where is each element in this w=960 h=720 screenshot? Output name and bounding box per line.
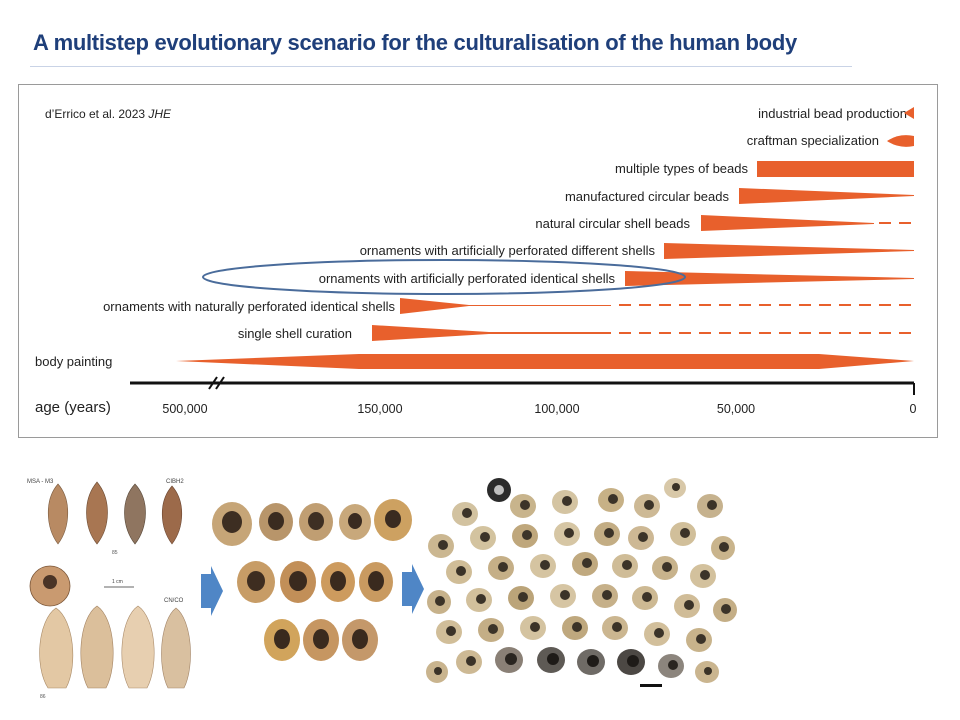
photo-label-msa: MSA - M3 bbox=[27, 479, 54, 485]
conus-shell-row-bottom bbox=[39, 605, 191, 689]
bar-craftman-specialization bbox=[887, 135, 914, 147]
row-label-naturally-perforated-identical-shells: ornaments with naturally perforated iden… bbox=[103, 299, 395, 314]
highlight-oval bbox=[202, 259, 686, 295]
photo-label-85: 85 bbox=[112, 550, 118, 556]
page-title: A multistep evolutionary scenario for th… bbox=[33, 30, 797, 55]
row-label-body-painting: body painting bbox=[35, 354, 112, 369]
bar-body-painting bbox=[176, 354, 914, 369]
row-label-single-shell-curation: single shell curation bbox=[238, 326, 352, 341]
scale-bar bbox=[640, 684, 662, 687]
photo-label-scale: 1 cm bbox=[112, 579, 123, 585]
axis-label: age (years) bbox=[35, 399, 111, 416]
shell-beads-collection-photo bbox=[425, 476, 740, 694]
shell-bead-cluster bbox=[426, 478, 737, 683]
bar-industrial-bead-production bbox=[904, 107, 914, 119]
title-underline bbox=[30, 66, 852, 67]
bar-manufactured-circular-beads bbox=[739, 188, 914, 204]
bar-multiple-types-of-beads bbox=[757, 161, 914, 177]
row-label-manufactured-circular-beads: manufactured circular beads bbox=[565, 189, 730, 204]
photo-label-cibh2: CIBH2 bbox=[166, 479, 184, 485]
bar-artificially-perforated-identical-shells bbox=[625, 271, 914, 286]
tick-50000: 50,000 bbox=[717, 402, 755, 416]
arrow-right-icon bbox=[201, 566, 223, 616]
citation: d’Errico et al. 2023 JHE bbox=[45, 107, 172, 121]
shell-row-3 bbox=[264, 619, 378, 661]
perforated-shells-grid bbox=[212, 499, 412, 661]
tick-500000: 500,000 bbox=[162, 402, 207, 416]
timeline-svg: d’Errico et al. 2023 JHE industrial bead… bbox=[35, 106, 917, 416]
bar-artificially-perforated-different-shells bbox=[664, 243, 914, 259]
perforated-shells-photo bbox=[210, 492, 420, 674]
timeline-diagram: d’Errico et al. 2023 JHE industrial bead… bbox=[18, 84, 938, 438]
bar-naturally-perforated-identical-shells bbox=[400, 298, 611, 314]
row-label-artificially-perforated-different-shells: ornaments with artificially perforated d… bbox=[360, 243, 656, 258]
bar-single-shell-curation bbox=[372, 325, 611, 341]
shell-beads-collection bbox=[426, 478, 737, 687]
conus-apex-hole bbox=[43, 575, 57, 589]
arrow-right-icon bbox=[402, 564, 424, 614]
tick-0: 0 bbox=[910, 402, 917, 416]
photo-label-cnco: CN/CO bbox=[164, 598, 184, 604]
shell-row-1 bbox=[212, 499, 412, 546]
row-label-industrial-bead-production: industrial bead production bbox=[758, 106, 907, 121]
row-label-craftman-specialization: craftman specialization bbox=[747, 133, 879, 148]
row-label-multiple-types-of-beads: multiple types of beads bbox=[615, 161, 748, 176]
photo-label-86: 86 bbox=[40, 694, 46, 700]
row-label-natural-circular-shell-beads: natural circular shell beads bbox=[535, 216, 690, 231]
axis-break-mark bbox=[208, 376, 225, 390]
tick-100000: 100,000 bbox=[534, 402, 579, 416]
shell-row-2 bbox=[237, 561, 393, 603]
conus-shell-row-top bbox=[47, 481, 183, 545]
conus-shells-photo: MSA - M3 CIBH2 85 1 cm CN/CO 86 bbox=[22, 470, 198, 700]
bar-natural-circular-shell-beads bbox=[701, 215, 874, 231]
tick-150000: 150,000 bbox=[357, 402, 402, 416]
row-label-artificially-perforated-identical-shells: ornaments with artificially perforated i… bbox=[319, 271, 616, 286]
